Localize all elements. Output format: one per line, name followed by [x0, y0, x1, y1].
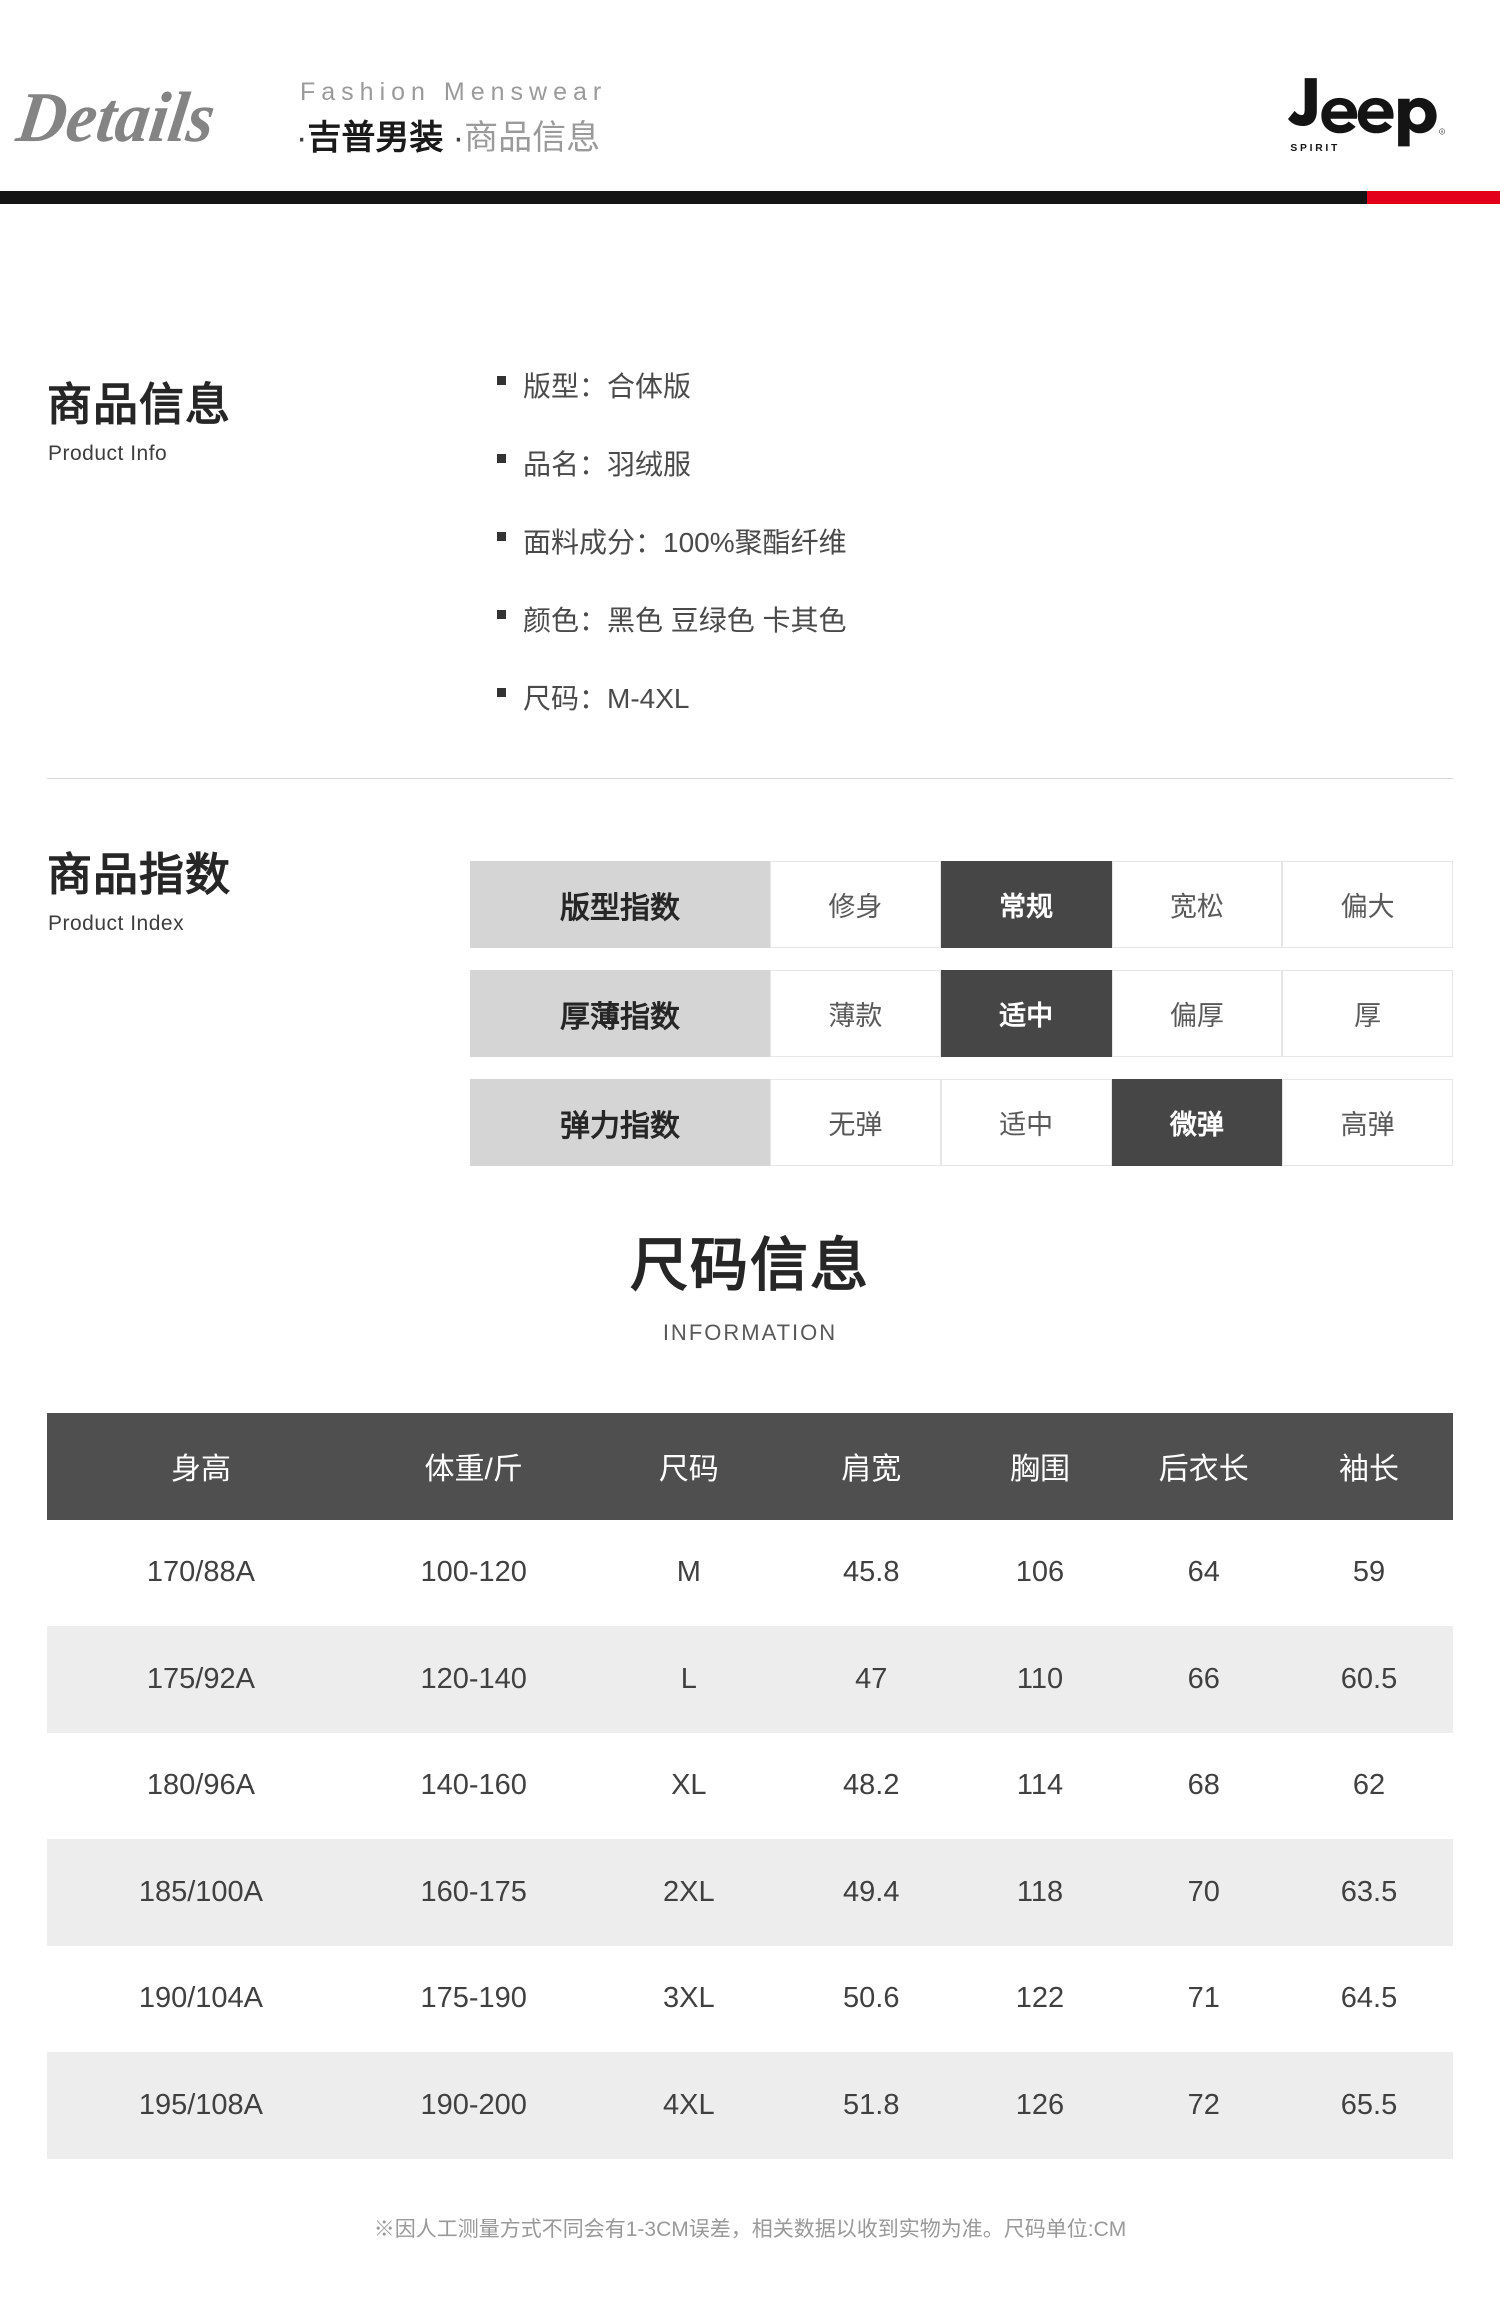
- svg-text:R: R: [1441, 130, 1444, 134]
- svg-text:SPIRIT: SPIRIT: [1290, 143, 1340, 154]
